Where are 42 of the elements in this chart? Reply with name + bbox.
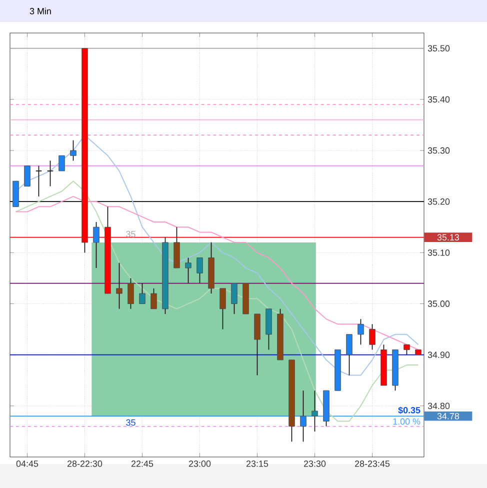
annotation: 1.00 % — [393, 418, 420, 425]
candlestick — [369, 324, 376, 350]
candlestick — [116, 262, 122, 310]
x-tick-label: 28-23:45 — [355, 460, 390, 467]
candlestick — [70, 140, 76, 162]
candlestick — [231, 282, 238, 314]
candlestick — [128, 278, 134, 310]
candlestick — [58, 155, 65, 172]
candlestick — [312, 390, 318, 432]
annotation: 35 — [126, 419, 136, 426]
y-tick-label: 35.50 — [428, 45, 450, 52]
y-tick-label: 35.40 — [428, 96, 450, 103]
candlestick — [150, 288, 157, 310]
y-tick-label: 34.90 — [428, 352, 450, 358]
candlestick — [24, 165, 30, 187]
y-tick-label: 35.30 — [428, 147, 450, 154]
x-tick-label: 28-22:30 — [68, 460, 102, 467]
ref-line-label: 34.78 — [437, 412, 460, 420]
y-tick-label: 35.20 — [428, 198, 450, 205]
candlestick — [196, 257, 203, 284]
annotation: $0.35 — [398, 406, 420, 414]
candlestick — [300, 390, 306, 442]
candlestick — [93, 222, 100, 268]
candlestick — [35, 165, 42, 197]
x-tick-label: 23:15 — [246, 460, 268, 467]
x-tick-label: 23:00 — [188, 460, 211, 467]
x-tick-label: 22:45 — [131, 460, 154, 467]
ref-line-label: 35.13 — [437, 234, 460, 241]
candlestick — [46, 160, 54, 187]
candlestick — [346, 334, 352, 376]
y-tick-label: 35.00 — [428, 300, 450, 307]
candlestick — [139, 282, 146, 304]
candlestick — [220, 288, 226, 330]
chart-title: 3 Min — [30, 8, 51, 14]
x-tick-label: 04:45 — [16, 460, 38, 467]
annotation: 35 — [126, 230, 136, 238]
candlestick — [358, 318, 364, 346]
y-tick-label: 34.80 — [428, 402, 450, 410]
y-tick-label: 35.10 — [428, 249, 450, 256]
x-tick-label: 23:30 — [304, 460, 326, 467]
candlestick — [185, 257, 192, 284]
candlestick — [404, 344, 410, 356]
